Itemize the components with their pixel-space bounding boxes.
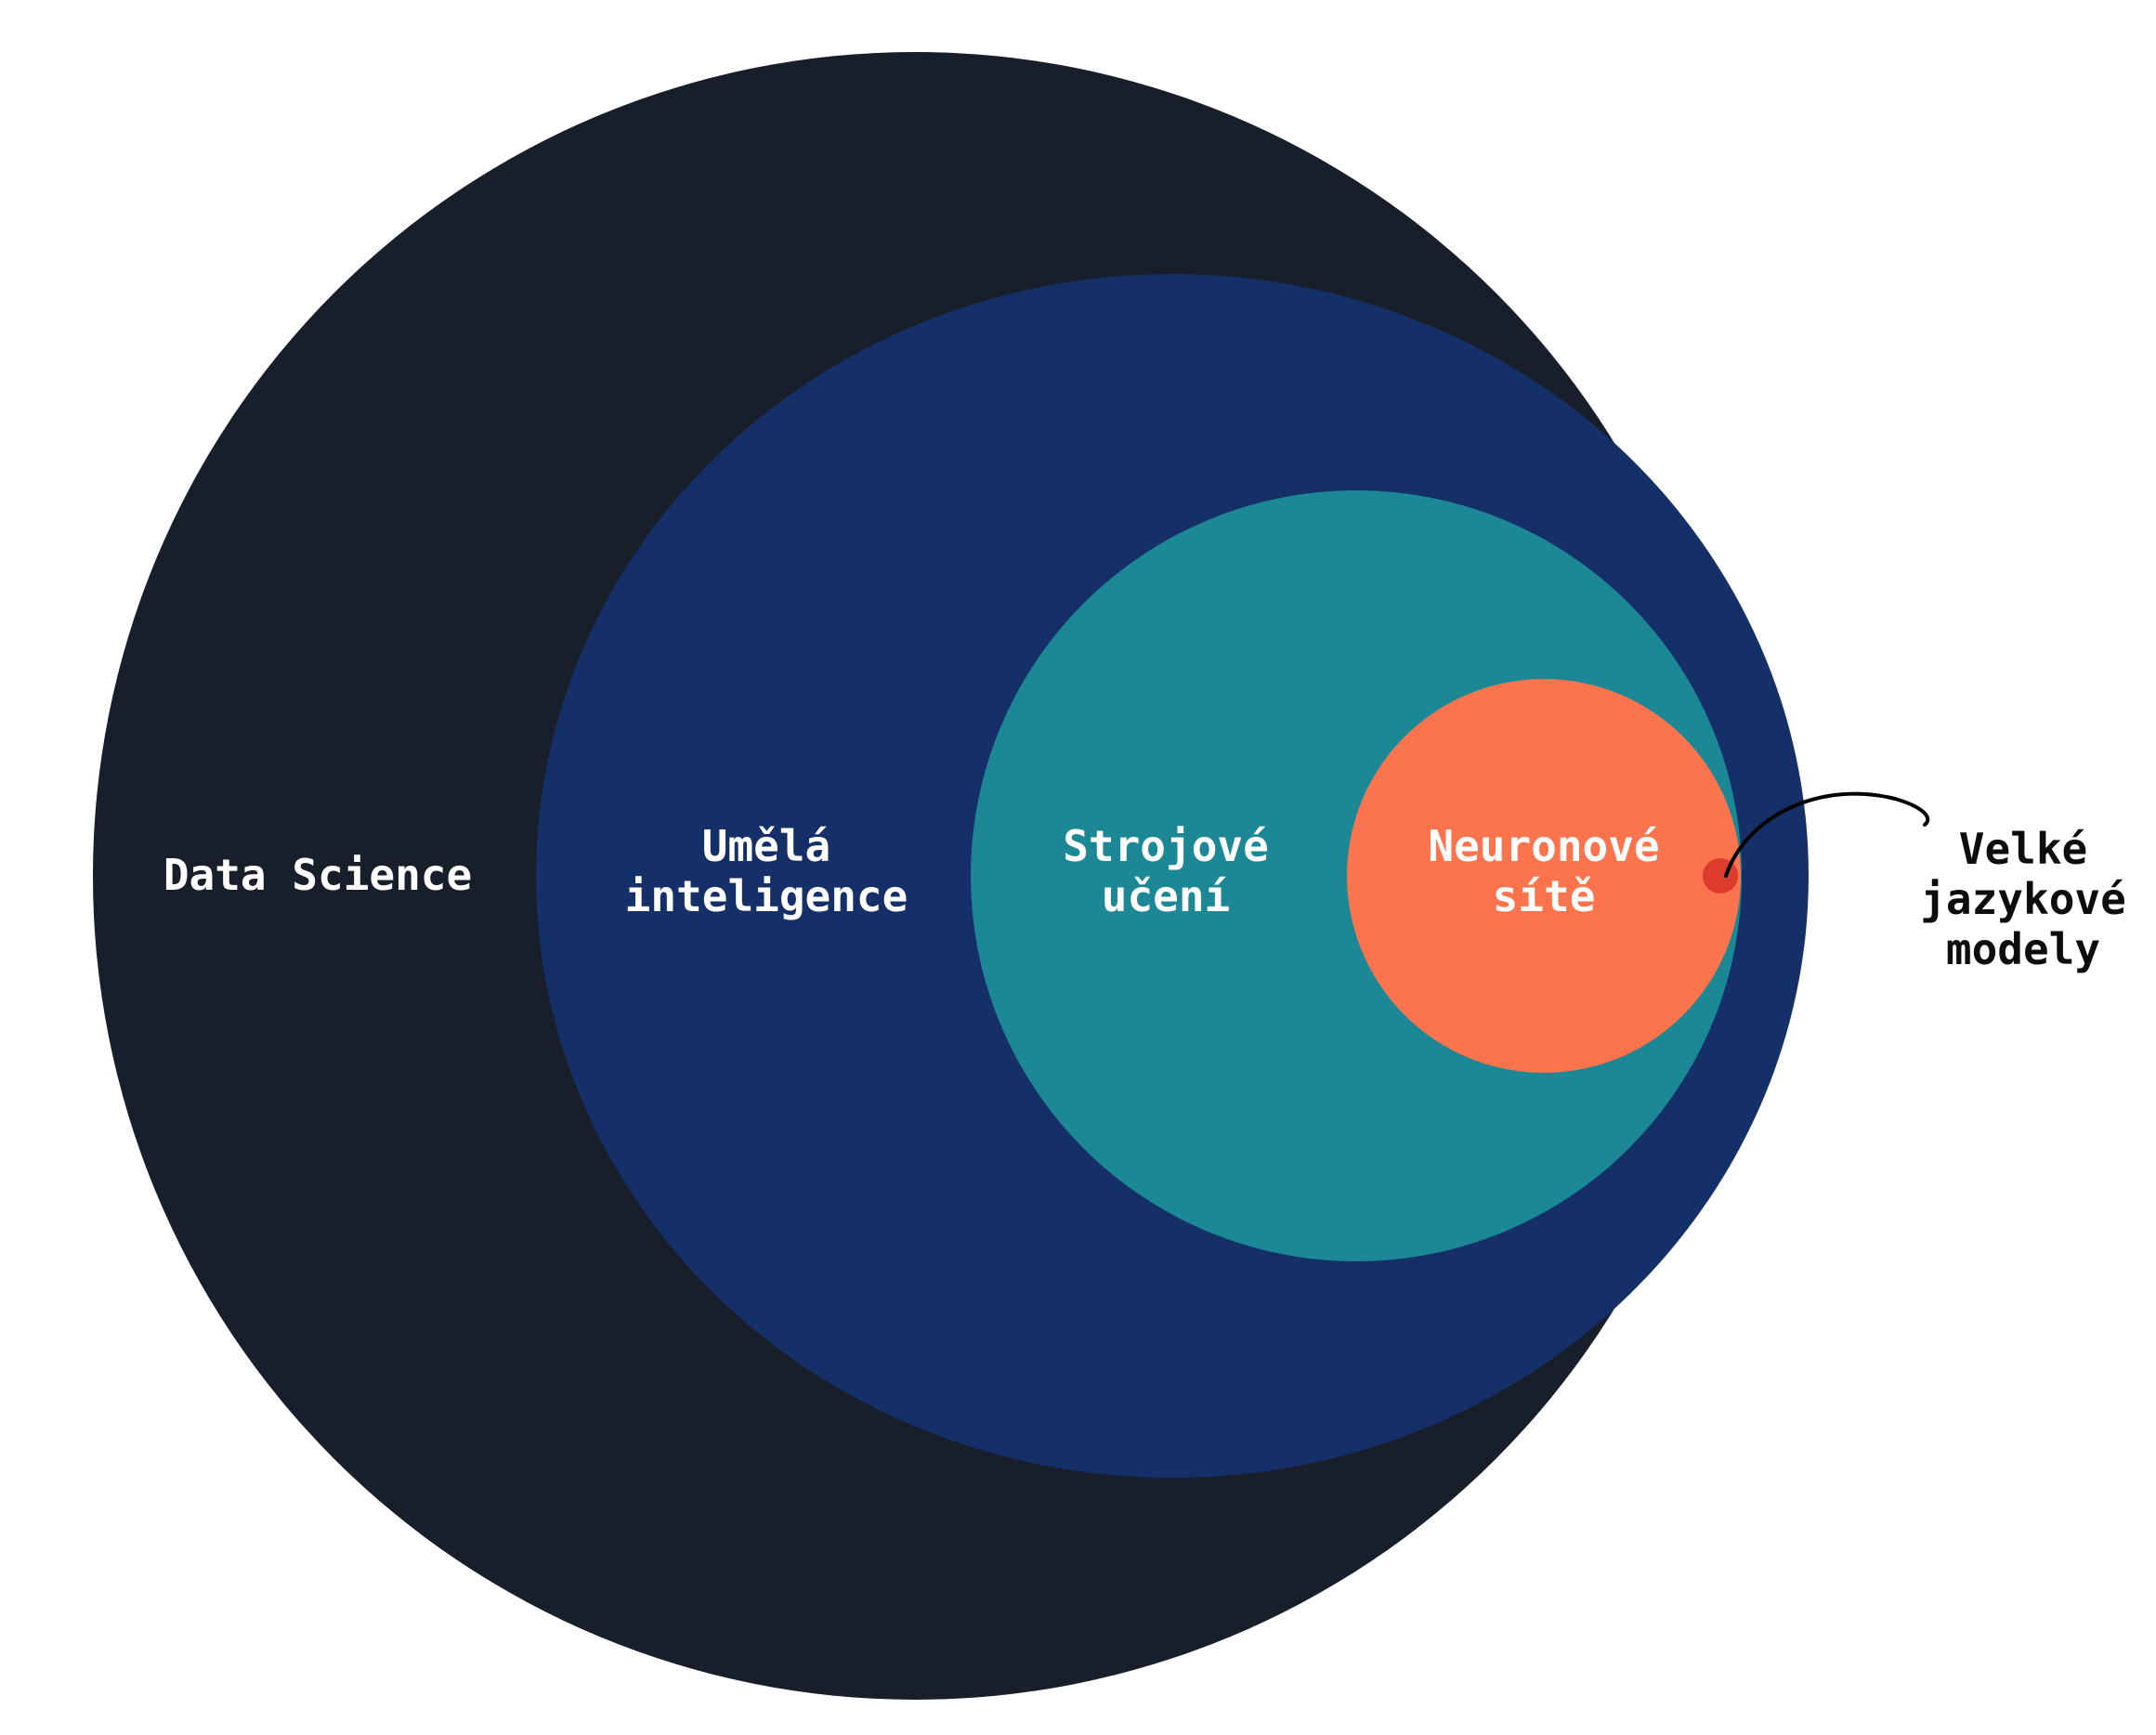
- llm-label-line3: modely: [1946, 924, 2100, 974]
- nn-circle: [1347, 679, 1741, 1073]
- nn-label-line1: Neuronové: [1428, 821, 1659, 871]
- ai-label-line1: Umělá: [702, 821, 830, 871]
- ai-label-line2: inteligence: [625, 871, 908, 921]
- ml-label-line2: učení: [1102, 871, 1230, 921]
- llm-label-line1: Velké: [1959, 824, 2087, 874]
- llm-callout-line: [1724, 791, 1930, 878]
- ml-label-line1: Strojové: [1063, 821, 1269, 871]
- data-science-label: Data Science: [163, 850, 472, 900]
- llm-label-line2: jazykové: [1920, 874, 2126, 924]
- nn-label-line2: sítě: [1493, 871, 1596, 921]
